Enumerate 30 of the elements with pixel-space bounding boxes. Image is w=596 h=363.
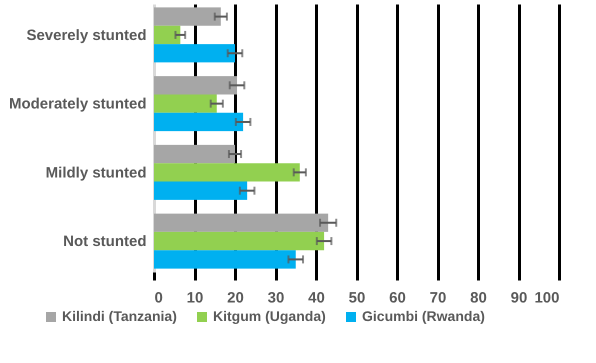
bar — [154, 112, 244, 132]
x-tick-label: 90 — [510, 290, 528, 306]
bar — [154, 214, 328, 232]
bar — [154, 182, 248, 200]
x-tick-label: 40 — [308, 290, 325, 306]
x-tick-label: 100 — [534, 290, 560, 306]
bar — [154, 250, 296, 269]
legend-label: Gicumbi (Rwanda) — [362, 308, 485, 324]
x-tick-label: 70 — [430, 290, 446, 306]
legend-label: Kilindi (Tanzania) — [62, 308, 177, 324]
y-tick-label: Not stunted — [63, 233, 146, 250]
x-tick-label: 50 — [348, 290, 366, 306]
x-tick-label: 60 — [389, 290, 406, 306]
x-tick-label: 20 — [227, 290, 244, 306]
legend-label: Kitgum (Uganda) — [213, 308, 326, 324]
y-tick-label: Severely stunted — [26, 26, 146, 44]
bar — [154, 144, 235, 164]
bar — [154, 232, 324, 250]
x-tick-label: 30 — [268, 290, 284, 306]
bar — [154, 7, 221, 26]
y-tick-label: Mildly stunted — [46, 164, 146, 182]
bar — [154, 94, 217, 113]
bar — [154, 26, 180, 44]
y-tick-label: Moderately stunted — [8, 96, 146, 113]
x-tick-label: 0 — [154, 290, 163, 306]
bar — [154, 44, 235, 62]
x-tick-label: 10 — [186, 290, 204, 306]
bar — [154, 76, 238, 94]
x-tick-label: 80 — [470, 290, 487, 306]
bar — [154, 163, 300, 182]
